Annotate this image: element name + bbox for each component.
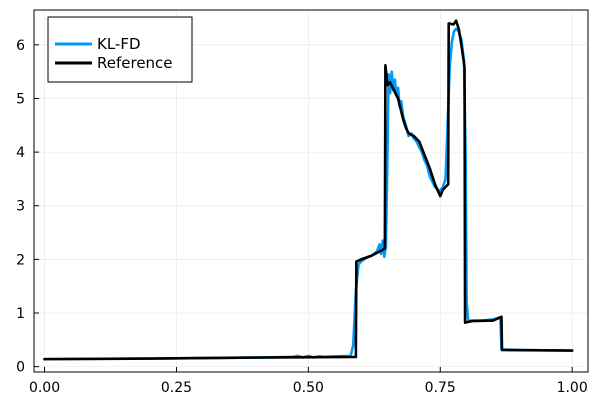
plot-frame (33, 9, 589, 373)
legend-label-reference: Reference (97, 54, 173, 72)
y-tick-label: 5 (16, 91, 25, 107)
legend-label-kl-fd: KL-FD (97, 35, 141, 53)
y-axis: 0 1 2 3 4 5 6 (16, 38, 39, 376)
series-lines (43, 19, 574, 361)
y-tick-label: 3 (16, 199, 25, 215)
y-tick-label: 1 (16, 306, 25, 322)
y-tick-label: 4 (16, 145, 25, 161)
x-tick-label: 0.75 (425, 380, 456, 396)
y-tick-label: 6 (16, 38, 25, 54)
legend: KL-FD Reference (47, 16, 193, 83)
legend-box (47, 16, 193, 83)
x-tick-label: 0.00 (29, 380, 60, 396)
y-tick-label: 2 (16, 252, 25, 268)
x-tick-label: 1.00 (557, 380, 588, 396)
gridlines (34, 10, 588, 372)
x-tick-label: 0.50 (293, 380, 324, 396)
x-axis: 0.00 0.25 0.50 0.75 1.00 (29, 367, 588, 396)
series-line-reference (43, 19, 574, 361)
x-tick-label: 0.25 (161, 380, 192, 396)
y-tick-label: 0 (16, 360, 25, 376)
